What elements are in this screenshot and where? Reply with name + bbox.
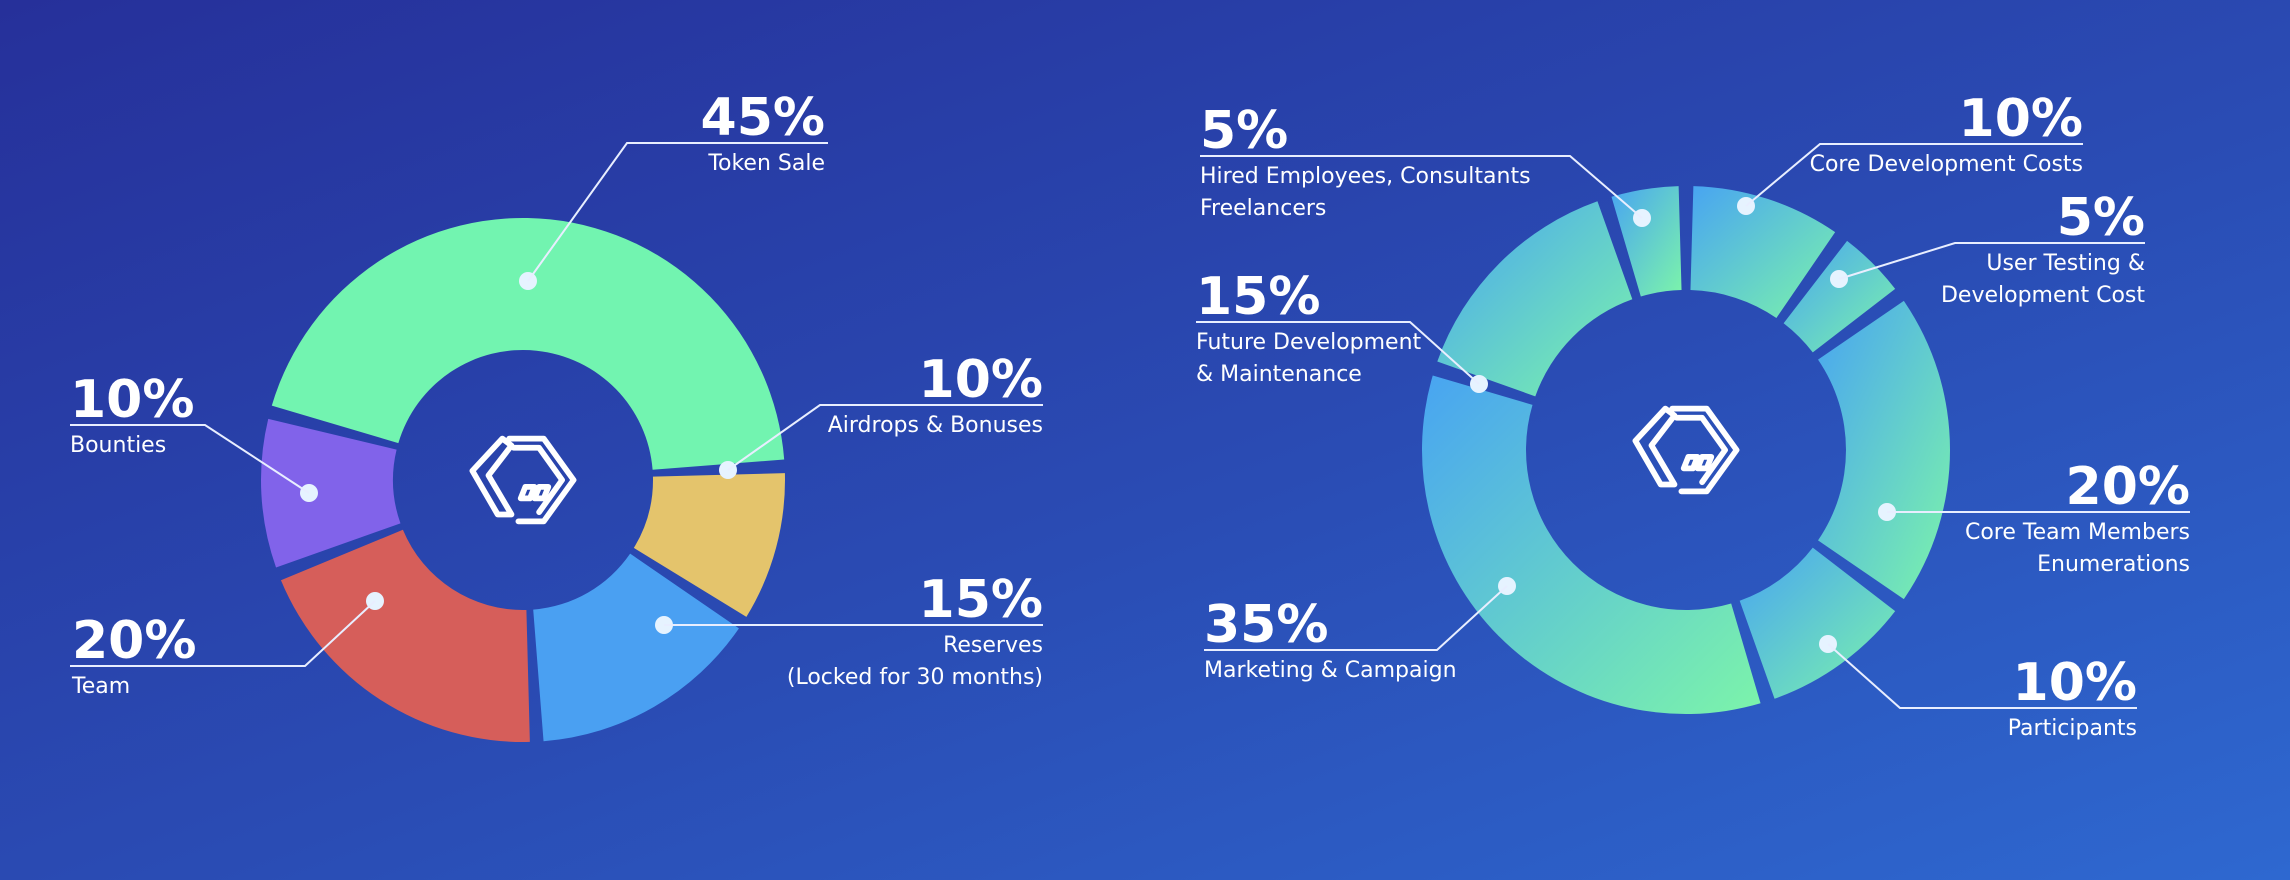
slice-airdrops-percent: 10% — [919, 350, 1043, 410]
slice-participants-percent: 10% — [2013, 653, 2137, 713]
logo-icon — [1632, 405, 1740, 495]
slice-core-team-label: Core Team Members — [1965, 520, 2190, 545]
slice-core-dev-percent: 10% — [1959, 89, 2083, 149]
slice-future-dev-label: & Maintenance — [1196, 362, 1362, 387]
slice-user-testing-label: User Testing & — [1986, 251, 2145, 276]
slice-hired-percent: 5% — [1200, 101, 1288, 161]
donut-chart-1: 45% Token Sale 10% Airdrops & Bonuses 15% Res… — [70, 88, 1043, 742]
slice-core-team-label: Enumerations — [2037, 552, 2190, 577]
slice-bounties-percent: 10% — [70, 370, 194, 430]
slice-participants-label: Participants — [2008, 716, 2137, 741]
slice-hired-leader — [1200, 155, 1643, 219]
slice-airdrops-label: Airdrops & Bonuses — [828, 413, 1043, 438]
slice-marketing-label: Marketing & Campaign — [1204, 658, 1457, 683]
slice-marketing-percent: 35% — [1204, 595, 1328, 655]
slice-bounties-label: Bounties — [70, 433, 166, 458]
slice-token-sale-label: Token Sale — [707, 151, 825, 176]
slice-team-percent: 20% — [72, 611, 196, 671]
slice-bounties-leader — [70, 424, 310, 494]
slice-core-dev — [1690, 186, 1836, 318]
slice-reserves-label: (Locked for 30 months) — [787, 665, 1043, 690]
slice-token-sale-percent: 45% — [701, 88, 825, 148]
slice-airdrops-leader — [727, 404, 1043, 471]
slice-reserves — [533, 553, 739, 742]
slice-token-sale — [271, 218, 785, 470]
slice-hired — [1611, 186, 1682, 297]
slice-hired-label: Hired Employees, Consultants — [1200, 164, 1531, 189]
slice-user-testing — [1783, 240, 1896, 353]
slice-team-leader — [70, 600, 376, 667]
donut-chart-2: 10% Core Development Costs 5% User Testing … — [1196, 89, 2190, 741]
slice-reserves-percent: 15% — [919, 570, 1043, 630]
slice-user-testing-label: Development Cost — [1941, 283, 2145, 308]
slice-core-team — [1818, 300, 1950, 600]
slice-participants — [1739, 547, 1896, 699]
slice-core-dev-leader — [1745, 143, 2083, 207]
slice-future-dev — [1437, 201, 1633, 397]
slice-hired-label: Freelancers — [1200, 196, 1326, 221]
slice-marketing — [1422, 375, 1761, 714]
slice-reserves-label: Reserves — [943, 633, 1043, 658]
slice-future-dev-label: Future Development — [1196, 330, 1422, 355]
slice-token-sale-leader — [527, 142, 828, 282]
slice-bounties — [260, 418, 401, 568]
slice-participants-leader — [1827, 643, 2137, 709]
slice-future-dev-leader — [1196, 321, 1480, 385]
slice-future-dev-percent: 15% — [1196, 267, 1320, 327]
slice-core-dev-label: Core Development Costs — [1810, 152, 2083, 177]
slice-team — [280, 529, 530, 742]
slice-user-testing-percent: 5% — [2057, 188, 2145, 248]
slice-core-team-percent: 20% — [2066, 457, 2190, 517]
logo-icon — [469, 435, 577, 525]
slice-user-testing-leader — [1838, 242, 2145, 280]
slice-airdrops — [633, 473, 785, 617]
slice-team-label: Team — [71, 674, 130, 699]
slice-marketing-leader — [1204, 585, 1508, 651]
